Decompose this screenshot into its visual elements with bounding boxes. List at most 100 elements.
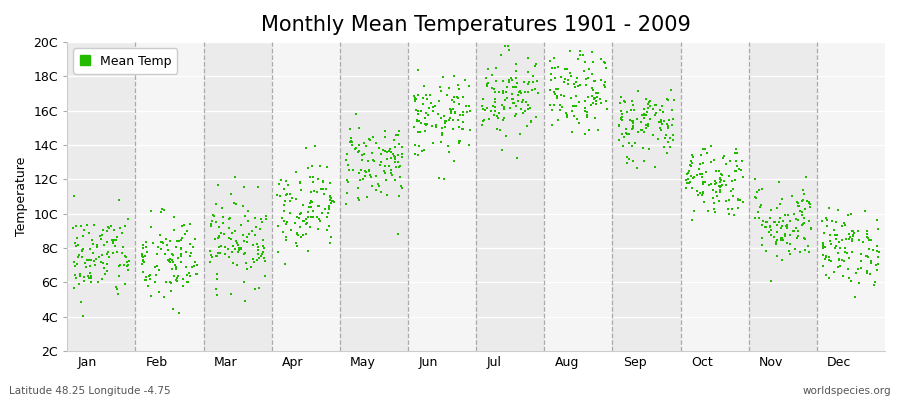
- Point: [802, 198, 816, 205]
- Point: [729, 146, 743, 152]
- Point: [451, 117, 465, 124]
- Point: [852, 280, 867, 286]
- Point: [121, 262, 135, 268]
- Point: [504, 90, 518, 97]
- Point: [774, 237, 788, 243]
- Point: [645, 106, 660, 112]
- Point: [109, 237, 123, 243]
- Point: [509, 36, 524, 42]
- Point: [487, 112, 501, 118]
- Point: [452, 86, 466, 92]
- Point: [68, 263, 83, 270]
- Point: [203, 258, 218, 265]
- Point: [210, 276, 224, 282]
- Point: [304, 199, 319, 205]
- Point: [442, 85, 456, 92]
- Point: [854, 265, 868, 272]
- Point: [348, 110, 363, 117]
- Point: [622, 140, 636, 146]
- Point: [661, 139, 675, 146]
- Point: [74, 223, 88, 230]
- Point: [149, 272, 164, 279]
- Point: [104, 222, 118, 229]
- Point: [788, 216, 803, 223]
- Point: [797, 191, 812, 197]
- Point: [598, 78, 612, 85]
- Point: [237, 251, 251, 258]
- Point: [452, 138, 466, 144]
- Point: [755, 235, 770, 241]
- Point: [89, 256, 104, 263]
- Point: [589, 95, 603, 102]
- Point: [180, 272, 194, 278]
- Point: [719, 181, 733, 188]
- Point: [141, 283, 156, 289]
- Point: [163, 259, 177, 266]
- Point: [630, 164, 644, 171]
- Point: [327, 199, 341, 206]
- Point: [301, 214, 315, 221]
- Point: [508, 84, 522, 90]
- Point: [166, 259, 180, 266]
- Point: [620, 154, 634, 160]
- Point: [582, 66, 597, 72]
- Point: [427, 107, 441, 114]
- Point: [289, 240, 303, 246]
- Point: [626, 158, 640, 165]
- Point: [251, 246, 266, 253]
- Point: [870, 267, 885, 273]
- Point: [76, 313, 90, 319]
- Point: [524, 118, 538, 124]
- Point: [698, 178, 713, 185]
- Point: [759, 224, 773, 230]
- Point: [664, 122, 679, 128]
- Point: [307, 188, 321, 195]
- Point: [91, 279, 105, 286]
- Point: [626, 107, 641, 113]
- Point: [109, 284, 123, 290]
- Point: [365, 150, 380, 156]
- Point: [238, 259, 253, 266]
- Point: [614, 116, 628, 122]
- Point: [713, 184, 727, 190]
- Point: [580, 112, 594, 118]
- Point: [434, 114, 448, 121]
- Point: [179, 228, 194, 234]
- Point: [117, 262, 131, 268]
- Point: [680, 170, 695, 176]
- Point: [797, 206, 812, 212]
- Point: [835, 257, 850, 264]
- Point: [169, 244, 184, 250]
- Point: [759, 219, 773, 225]
- Point: [520, 81, 535, 88]
- Point: [513, 88, 527, 94]
- Point: [378, 148, 392, 154]
- Point: [580, 74, 595, 81]
- Point: [174, 246, 188, 252]
- Point: [803, 201, 817, 207]
- Point: [138, 277, 152, 283]
- Point: [205, 254, 220, 260]
- Point: [685, 154, 699, 160]
- Point: [622, 131, 636, 137]
- Point: [464, 108, 478, 114]
- Point: [154, 246, 168, 252]
- Point: [312, 203, 327, 210]
- Point: [426, 104, 440, 110]
- Point: [142, 276, 157, 282]
- Point: [546, 55, 561, 61]
- Point: [380, 149, 394, 156]
- Point: [209, 219, 223, 226]
- Point: [256, 250, 270, 257]
- Point: [554, 104, 569, 110]
- Point: [505, 76, 519, 83]
- Bar: [203, 42, 272, 351]
- Point: [237, 279, 251, 286]
- Point: [323, 195, 338, 202]
- Bar: [340, 42, 408, 351]
- Point: [143, 271, 157, 278]
- Point: [170, 255, 184, 262]
- Point: [648, 164, 662, 170]
- Point: [770, 222, 785, 229]
- Point: [505, 96, 519, 102]
